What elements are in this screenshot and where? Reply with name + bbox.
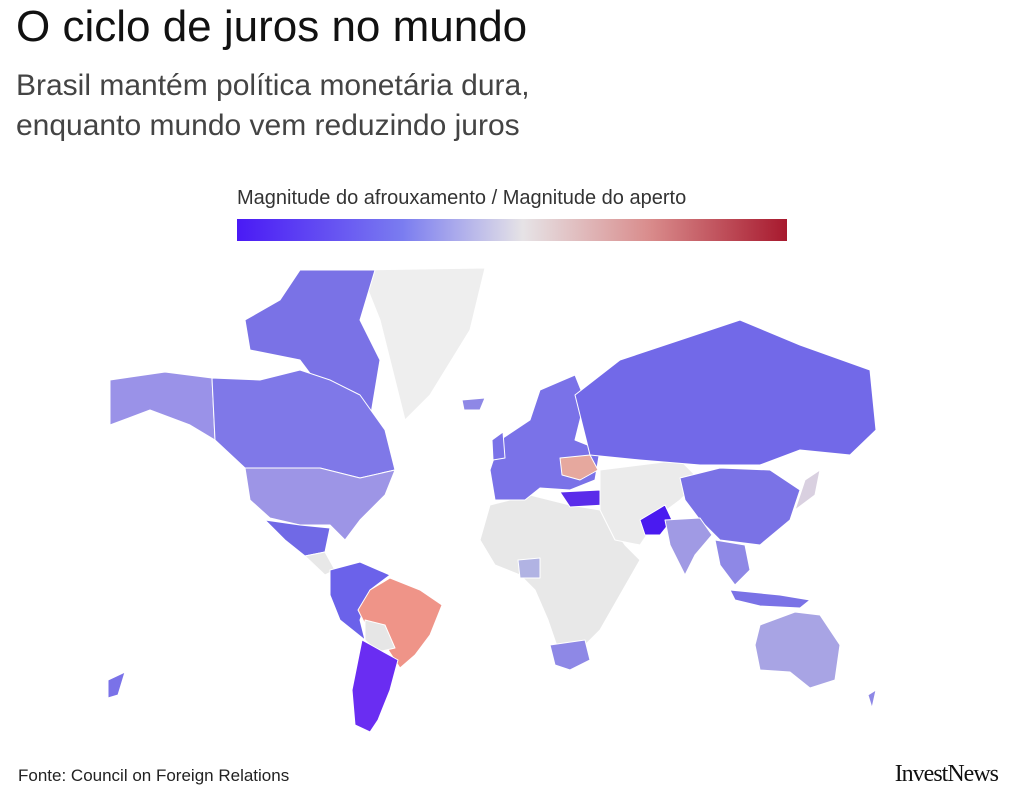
- nigeria: [517, 557, 541, 579]
- title: O ciclo de juros no mundo: [16, 2, 528, 51]
- subtitle-line: Brasil mantém política monetária dura,: [16, 69, 530, 102]
- australia: [754, 611, 841, 689]
- pacific-islands: [107, 671, 126, 699]
- india: [664, 517, 713, 576]
- china: [679, 467, 801, 546]
- subtitle-line: enquanto mundo vem reduzindo juros: [16, 109, 520, 142]
- south-africa: [549, 639, 591, 671]
- northern-south-america: [329, 561, 391, 641]
- new-zealand: [867, 689, 877, 709]
- japan: [794, 469, 821, 511]
- world-map: [107, 267, 877, 733]
- africa: [479, 494, 641, 656]
- iceland: [461, 397, 486, 411]
- source: Fonte: Council on Foreign Relations: [18, 766, 290, 785]
- southeast-asia: [714, 539, 751, 586]
- brand-logo: InvestNews: [894, 761, 999, 787]
- alaska: [109, 371, 216, 441]
- usa: [244, 467, 396, 541]
- legend-gradient: [237, 219, 787, 241]
- legend-label: Magnitude do afrouxamento / Magnitude do…: [237, 187, 687, 209]
- greenland: [359, 267, 486, 421]
- bolivia: [364, 619, 396, 653]
- ukraine: [559, 454, 599, 481]
- russia: [574, 319, 877, 466]
- subtitle: Brasil mantém política monetária dura, e…: [16, 66, 530, 146]
- uk: [491, 431, 506, 461]
- argentina: [351, 639, 399, 733]
- indonesia: [729, 589, 811, 609]
- canada: [211, 369, 396, 479]
